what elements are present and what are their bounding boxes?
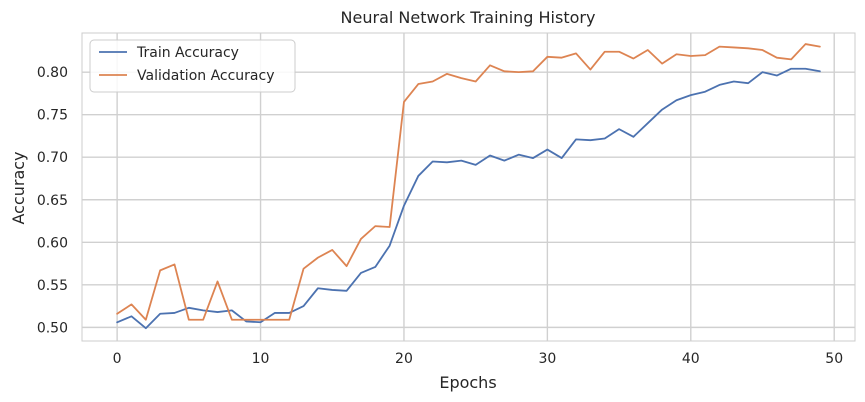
x-tick-label: 30: [538, 351, 556, 367]
y-tick-label: 0.55: [37, 278, 68, 294]
series-layer: [116, 43, 821, 330]
legend: Train Accuracy Validation Accuracy: [89, 39, 296, 93]
x-tick-label: 10: [252, 351, 270, 367]
y-tick-label: 0.80: [37, 65, 68, 81]
legend-label: Train Accuracy: [136, 45, 239, 61]
x-tick-label: 20: [395, 351, 413, 367]
y-tick-label: 0.75: [37, 108, 68, 124]
legend-label: Validation Accuracy: [137, 68, 275, 84]
chart-title: Neural Network Training History: [341, 8, 596, 27]
y-axis-label: Accuracy: [9, 151, 28, 224]
y-tick-label: 0.60: [37, 235, 68, 251]
y-tick-label: 0.65: [37, 193, 68, 209]
series-line-train-accuracy: [116, 67, 821, 330]
series-line-validation-accuracy: [116, 43, 821, 321]
x-tick-label: 50: [825, 351, 843, 367]
x-tick-label: 0: [113, 351, 122, 367]
y-tick-label: 0.50: [37, 320, 68, 336]
y-axis: 0.50 0.55 0.60 0.65 0.70 0.75 0.80: [37, 65, 68, 336]
y-tick-label: 0.70: [37, 150, 68, 166]
x-axis-label: Epochs: [439, 373, 496, 392]
x-axis: 0 10 20 30 40 50: [113, 351, 843, 367]
x-tick-label: 40: [682, 351, 700, 367]
legend-box: [89, 39, 296, 93]
